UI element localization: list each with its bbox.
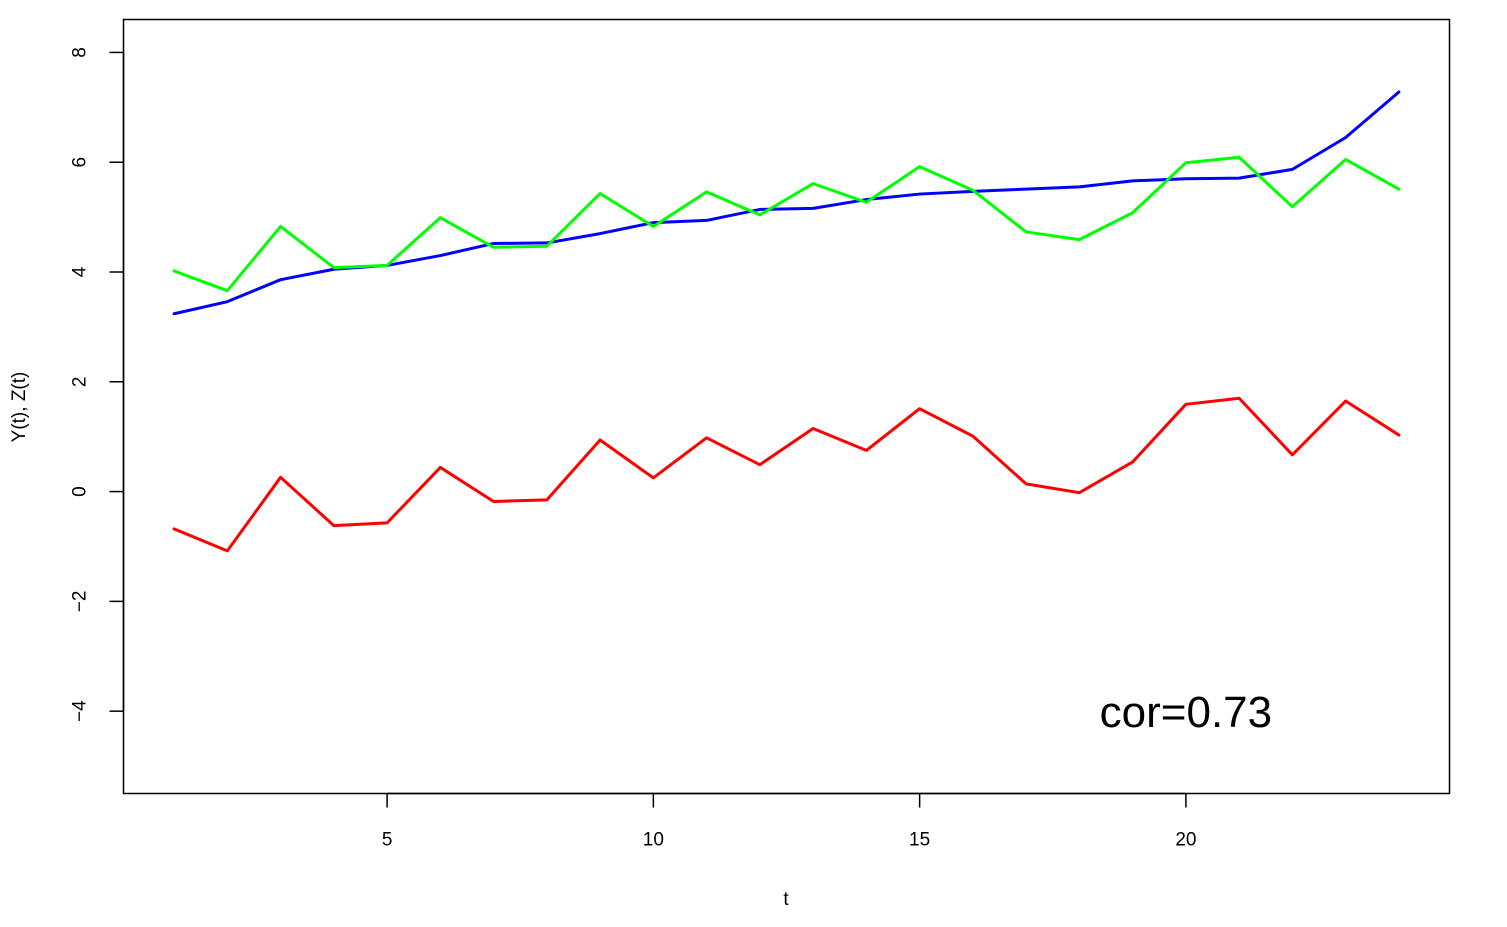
- x-tick-label: 5: [382, 830, 393, 851]
- y-tick-label: 2: [70, 377, 91, 388]
- x-axis: 5 10 15 20: [382, 792, 1196, 851]
- x-axis-title: t: [783, 889, 789, 910]
- x-tick-label: 10: [643, 830, 664, 851]
- series-line-3: [172, 396, 1401, 553]
- y-tick-label: −2: [70, 591, 91, 613]
- y-tick-label: −4: [70, 700, 91, 722]
- y-axis: −4 −2 0 2 4 6 8: [70, 47, 125, 722]
- y-axis-title: Y(t), Z(t): [9, 372, 30, 443]
- x-tick-label: 15: [909, 830, 930, 851]
- y-tick-label: 4: [70, 266, 91, 277]
- plot-frame: [122, 18, 1451, 795]
- y-tick-label: 0: [70, 486, 91, 497]
- series-line-1: [172, 90, 1401, 316]
- series-layer: [172, 90, 1401, 553]
- correlation-annotation: cor=0.73: [1100, 688, 1272, 737]
- x-tick-label: 20: [1175, 830, 1196, 851]
- y-tick-label: 8: [70, 47, 91, 58]
- series-line-2: [172, 155, 1401, 293]
- y-tick-label: 6: [70, 157, 91, 168]
